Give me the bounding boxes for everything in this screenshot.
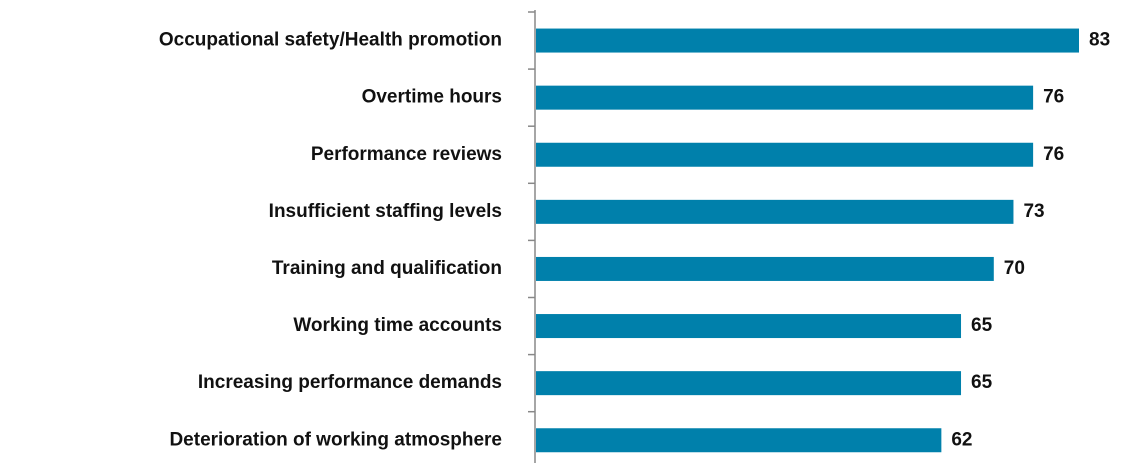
category-label: Increasing performance demands (198, 372, 502, 393)
category-label: Insufficient staffing levels (269, 201, 502, 222)
bar (536, 314, 962, 339)
bar (536, 256, 994, 281)
category-label: Overtime hours (362, 87, 502, 108)
value-label: 65 (971, 372, 993, 393)
category-label: Deterioration of working atmosphere (169, 429, 502, 450)
value-label: 70 (1004, 258, 1025, 279)
value-label: 76 (1043, 87, 1064, 108)
category-label: Training and qualification (272, 258, 502, 279)
value-label: 65 (971, 315, 993, 336)
bar (536, 428, 942, 453)
value-label: 62 (951, 429, 972, 450)
category-label: Performance reviews (311, 144, 502, 165)
bar (536, 85, 1034, 110)
value-label: 76 (1043, 144, 1064, 165)
bar (536, 142, 1034, 167)
bar (536, 371, 962, 396)
value-label: 83 (1089, 30, 1110, 51)
category-label: Occupational safety/Health promotion (159, 30, 502, 51)
category-label: Working time accounts (293, 315, 502, 336)
bar (536, 28, 1079, 53)
value-label: 73 (1023, 201, 1044, 222)
bar (536, 199, 1014, 224)
